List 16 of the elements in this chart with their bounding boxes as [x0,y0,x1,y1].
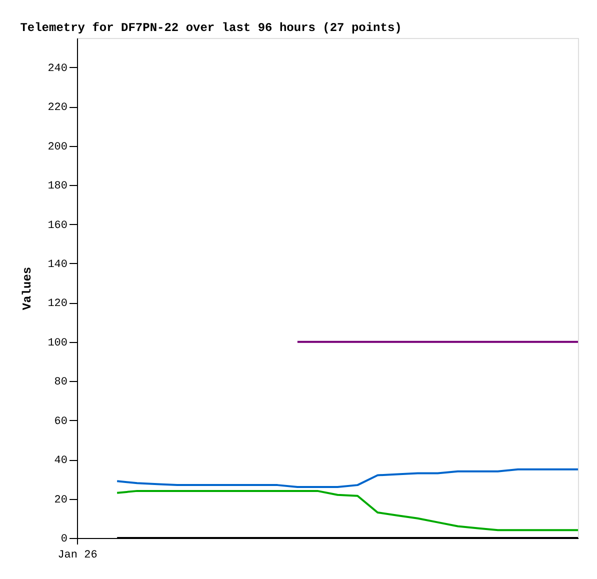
y-tick-label: 60 [54,416,68,428]
y-tick-label: 40 [54,455,68,468]
y-tick-label: 220 [48,102,68,114]
chart-title: Telemetry for DF7PN-22 over last 96 hours (27 points) [20,21,402,35]
y-tick-label: 20 [54,494,68,506]
y-axis-title: Values [20,266,35,310]
y-tick-label: 160 [48,220,68,232]
y-tick-label: 140 [48,258,68,271]
y-tick-label: 120 [48,298,68,310]
x-tick-label: Jan 26 [58,550,98,562]
y-tick-label: 240 [48,62,68,75]
y-tick-label: 0 [60,534,68,546]
y-tick-label: 80 [54,376,68,389]
y-tick-label: 200 [48,141,68,154]
y-tick-label: 180 [48,180,68,193]
y-tick-label: 100 [48,337,68,350]
